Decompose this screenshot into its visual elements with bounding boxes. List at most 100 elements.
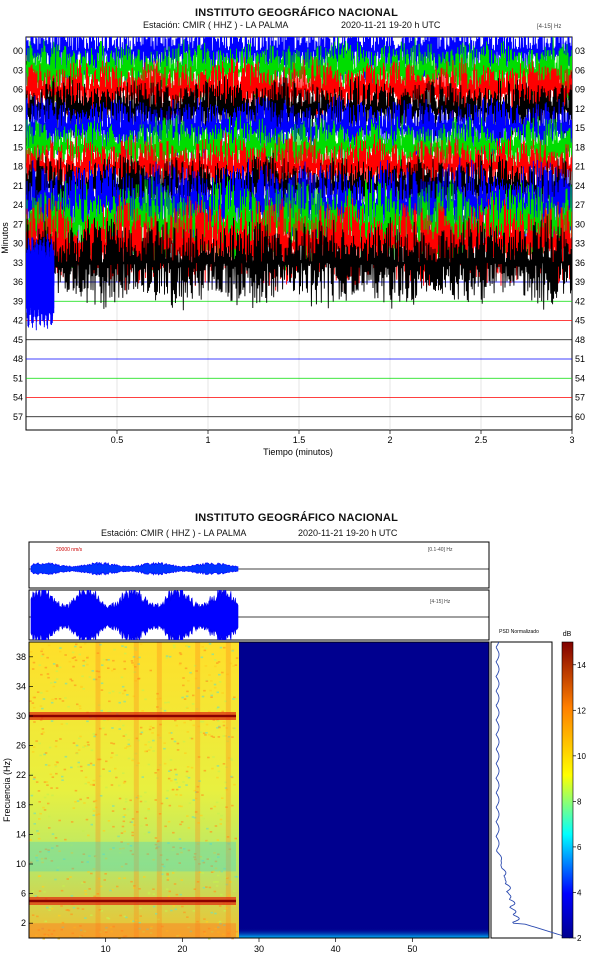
spectrogram-cell (50, 933, 54, 935)
spectrogram-cell (98, 676, 101, 678)
spectrogram-cell (219, 646, 223, 649)
helicorder-ytick-left: 24 (13, 200, 23, 210)
spectrogram-cell (176, 742, 180, 745)
spectrogram-cell (96, 652, 100, 654)
spectrogram-cell (193, 853, 197, 855)
spectrogram-event-column (95, 642, 101, 938)
spectrogram-cell (50, 701, 54, 704)
spectrogram-cell (214, 659, 217, 661)
spectrogram-cell (36, 691, 40, 693)
spectrogram-cell (206, 840, 209, 842)
spectrogram-cell (127, 739, 130, 741)
spectrogram-cell (46, 784, 49, 786)
spectrogram-cell (109, 848, 112, 851)
spectrogram-cell (124, 652, 127, 655)
spectrogram-cell (90, 823, 93, 826)
spectrogram-cell (108, 710, 112, 713)
spectrogram-cell (154, 843, 158, 846)
spectrogram-cell (168, 770, 171, 772)
spectrogram-cell (96, 893, 100, 895)
spectrogram-cell (81, 675, 84, 678)
spectrogram-cell (185, 784, 188, 786)
spectrogram-cell (183, 911, 186, 914)
spectrogram-cell (173, 883, 177, 885)
spectrogram-cell (33, 706, 36, 709)
spectrogram-cell (59, 840, 63, 842)
spectrogram-cell (119, 914, 122, 917)
spectrogram-cell (196, 785, 200, 788)
spectrogram-cell (49, 773, 53, 776)
spectrogram-cell (60, 889, 64, 892)
spectrogram-cell (221, 671, 224, 674)
spectrogram-cell (201, 872, 204, 874)
top-datetime-label: 2020-11-21 19-20 h UTC (341, 20, 441, 30)
colorbar-tick: 2 (577, 934, 582, 943)
spectrogram-cell (229, 881, 232, 883)
spectrogram-cell (226, 740, 229, 743)
spectrogram-cell (187, 776, 191, 779)
spectrogram-cell (187, 849, 191, 852)
spectrogram-cell (64, 755, 68, 758)
spectrogram-cell (88, 676, 92, 678)
spectrogram-cell (230, 759, 233, 761)
spectrogram-cell (169, 759, 173, 761)
spectrogram-cell (39, 850, 42, 853)
spectrogram-cell (168, 655, 172, 658)
spectrogram-cell (204, 734, 207, 736)
spectrogram-cell (75, 744, 79, 747)
spectrogram-cell (214, 867, 218, 870)
spectrogram-cell (218, 905, 222, 907)
spectrogram-event-column (195, 642, 201, 938)
colorbar-tick: 14 (577, 661, 586, 670)
spectrogram-cell (159, 737, 162, 739)
spectrogram-cell (72, 665, 75, 668)
spectrogram-cell (219, 823, 222, 825)
spectrogram-xtick: 10 (101, 944, 111, 954)
spectrogram-cell (131, 831, 134, 834)
spectrogram-cell (124, 935, 128, 937)
spectrogram-cell (48, 827, 51, 829)
spectrogram-cell (157, 817, 161, 819)
spectrogram-band-core (29, 714, 236, 718)
spectrogram-cell (159, 723, 162, 726)
bottom-datetime-label: 2020-11-21 19-20 h UTC (298, 528, 398, 538)
spectrogram-cell (73, 684, 77, 687)
spectrogram-cell (165, 930, 169, 932)
spectrogram-cell (215, 885, 219, 887)
spectrogram-cell (176, 935, 179, 937)
helicorder-ytick-left: 51 (13, 373, 23, 383)
spectrogram-cell (39, 705, 43, 707)
spectrogram-cell (200, 814, 203, 817)
spectrogram-cell (191, 816, 195, 818)
spectrogram-cell (159, 707, 163, 710)
spectrogram-cell (203, 649, 207, 652)
spectrogram-cell (185, 695, 189, 698)
spectrogram-cell (41, 648, 44, 650)
spectrogram-cell (110, 742, 113, 744)
spectrogram-cell (231, 736, 234, 738)
spectrogram-cell (87, 871, 90, 873)
trace1-filter-label: [0.1-40] Hz (428, 547, 453, 553)
helicorder-ytick-right: 21 (575, 162, 585, 172)
spectrogram-cell (156, 846, 159, 849)
spectrogram-cell (225, 806, 228, 808)
spectrogram-cell (94, 733, 98, 736)
spectrogram-cell (50, 682, 53, 684)
spectrogram-cell (205, 680, 209, 682)
spectrogram-cell (120, 832, 124, 834)
spectrogram-cell (224, 735, 227, 737)
helicorder-xlabel: Tiempo (minutos) (263, 447, 333, 457)
spectrogram-cell (129, 799, 132, 802)
spectrogram-cell (174, 768, 177, 771)
spectrogram-cell (170, 909, 173, 912)
spectrogram-cell (40, 733, 44, 735)
spectrogram-cell (44, 857, 47, 860)
spectrogram-cell (212, 870, 215, 873)
helicorder-ytick-left: 45 (13, 335, 23, 345)
spectrogram-cell (107, 667, 110, 669)
spectrogram-cell (131, 834, 134, 837)
spectrogram-cell (35, 856, 38, 859)
spectrogram-cell (46, 906, 49, 909)
spectrogram-cell (144, 791, 147, 794)
spectrogram-cell (139, 915, 142, 917)
